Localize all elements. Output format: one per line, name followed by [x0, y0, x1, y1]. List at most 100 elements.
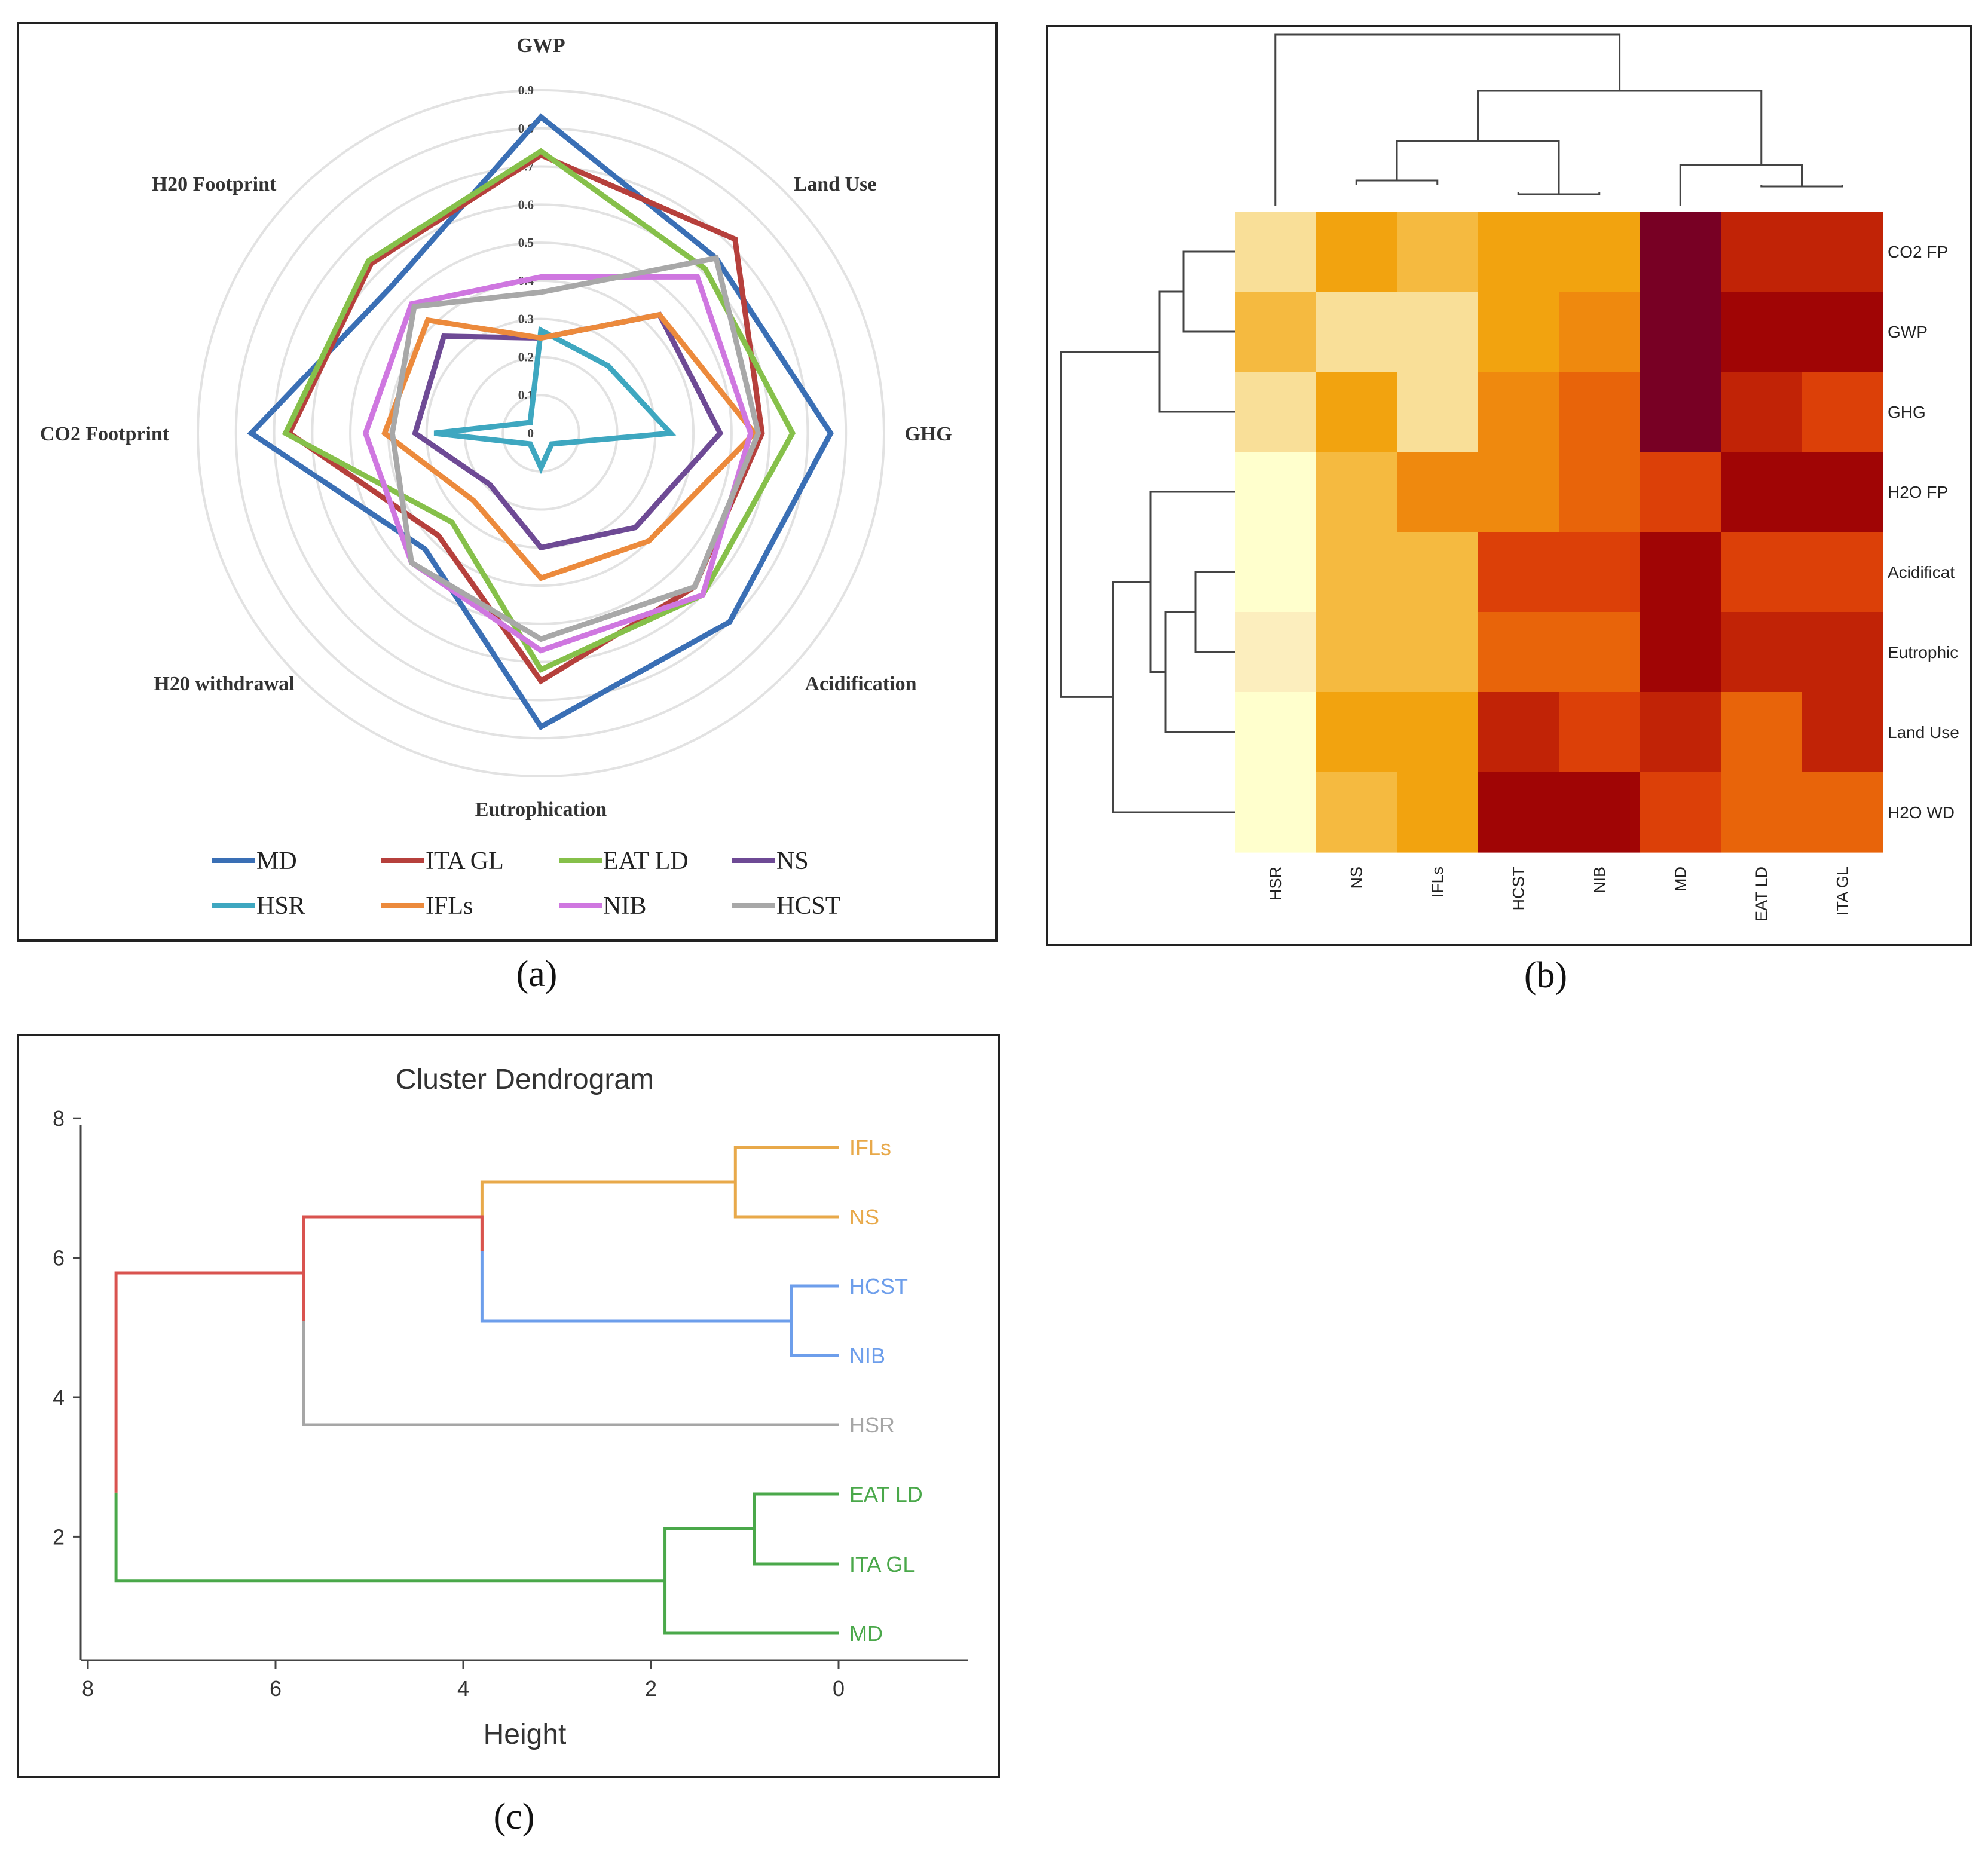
dendrogram-y-ticks: 8 6 4 2	[53, 1106, 81, 1549]
panel-c-frame	[17, 1034, 1000, 1778]
heatmap-cell-acidificat-eat-ld	[1721, 532, 1803, 613]
heatmap-cells	[1235, 212, 1883, 853]
heatmap-cell-gwp-md	[1640, 292, 1721, 372]
heatmap-cell-co2-fp-ifls	[1397, 212, 1479, 292]
heatmap-column-label-eat-ld: EAT LD	[1753, 867, 1770, 922]
leaf-label-hsr: HSR	[849, 1413, 895, 1437]
heatmap-row-label-h2o-wd: H2O WD	[1888, 803, 1955, 822]
heatmap-cell-eutrophic-hsr	[1235, 612, 1317, 693]
dendrogram-x-ticks: 8 6 4 2 0	[82, 1660, 845, 1701]
heatmap-cell-eutrophic-md	[1640, 612, 1721, 693]
radar-tick-label: 0.5	[518, 235, 534, 250]
y-tick-label-4: 4	[53, 1385, 65, 1410]
heatmap-cell-acidificat-md	[1640, 532, 1721, 613]
y-tick-label-2: 2	[53, 1524, 65, 1549]
x-tick-label-8: 8	[82, 1676, 94, 1701]
heatmap-row-label-co2-fp: CO2 FP	[1888, 243, 1948, 261]
heatmap-cell-co2-fp-hsr	[1235, 212, 1317, 292]
radar-tick-label: 0.9	[518, 83, 534, 97]
y-tick-label-6: 6	[53, 1246, 65, 1271]
heatmap-cell-h2o-fp-ita-gl	[1802, 452, 1883, 532]
heatmap-cell-land-use-hsr	[1235, 692, 1317, 773]
heatmap-row-label-h2o-fp: H2O FP	[1888, 483, 1948, 501]
legend-label-hcst: HCST	[776, 892, 840, 920]
radar-axis-label-acidification: Acidification	[805, 673, 917, 695]
heatmap-cell-ghg-ns	[1316, 372, 1397, 452]
heatmap-column-dendrogram	[1274, 33, 1843, 206]
dendrogram-x-label: Height	[484, 1719, 567, 1750]
legend-label-ita-gl: ITA GL	[426, 847, 504, 875]
heatmap-cell-gwp-ns	[1316, 292, 1397, 372]
heatmap-cell-co2-fp-md	[1640, 212, 1721, 292]
heatmap-cell-ghg-hsr	[1235, 372, 1317, 452]
heatmap-cell-h2o-wd-nib	[1559, 772, 1641, 853]
radar-series	[247, 113, 834, 731]
heatmap-cell-gwp-eat-ld	[1721, 292, 1803, 372]
panel-c: Cluster Dendrogram 8 6 4 2 8 6 4 2 0 Height IFL…	[17, 1034, 1000, 1778]
heatmap-cell-acidificat-ifls	[1397, 532, 1479, 613]
heatmap-row-label-gwp: GWP	[1888, 323, 1928, 341]
x-tick-label-6: 6	[270, 1676, 282, 1701]
radar-grid-ring	[311, 203, 771, 663]
row-dendrogram-link	[1060, 351, 1160, 698]
radar-tick-label: 0.2	[518, 350, 534, 364]
heatmap-cell-ghg-hcst	[1478, 372, 1559, 452]
leaf-label-hcst: HCST	[849, 1274, 908, 1299]
heatmap-cell-eutrophic-ns	[1316, 612, 1397, 693]
heatmap-cell-ghg-eat-ld	[1721, 372, 1803, 452]
heatmap-column-label-md: MD	[1671, 867, 1689, 892]
legend-label-ifls: IFLs	[426, 892, 473, 920]
heatmap-cell-h2o-wd-hsr	[1235, 772, 1317, 853]
heatmap-cell-gwp-hcst	[1478, 292, 1559, 372]
x-tick-label-0: 0	[833, 1676, 845, 1701]
heatmap-column-label-ifls: IFLs	[1429, 867, 1446, 898]
heatmap-cell-land-use-ifls	[1397, 692, 1479, 773]
heatmap-cell-co2-fp-ita-gl	[1802, 212, 1883, 292]
legend-label-eat-ld: EAT LD	[603, 847, 689, 875]
radar-axis-label-h20-footprint: H20 Footprint	[152, 173, 277, 195]
radar-tick-label: 0.6	[518, 197, 534, 212]
heatmap-cell-eutrophic-ifls	[1397, 612, 1479, 693]
heatmap-cell-h2o-wd-ifls	[1397, 772, 1479, 853]
leaf-label-md: MD	[849, 1621, 883, 1646]
heatmap-cell-h2o-fp-ifls	[1397, 452, 1479, 532]
radar-tick-label: 0.3	[518, 312, 534, 326]
heatmap-cell-h2o-wd-eat-ld	[1721, 772, 1803, 853]
radar-series-ita-gl	[286, 152, 765, 685]
heatmap-cell-land-use-ita-gl	[1802, 692, 1883, 773]
heatmap-cell-acidificat-ita-gl	[1802, 532, 1883, 613]
leaf-label-ifls: IFLs	[849, 1135, 891, 1160]
radar-tick-label: 0	[528, 426, 534, 440]
heatmap-cell-co2-fp-ns	[1316, 212, 1397, 292]
branch-red-upper	[302, 1215, 484, 1321]
heatmap-cell-h2o-fp-eat-ld	[1721, 452, 1803, 532]
radar-grid-ring	[197, 89, 885, 777]
branch-hsr	[302, 1321, 839, 1426]
heatmap-cell-ghg-ita-gl	[1802, 372, 1883, 452]
heatmap-row-label-eutrophic: Eutrophic	[1888, 643, 1958, 662]
leaf-label-ns: NS	[849, 1205, 879, 1229]
heatmap-cell-h2o-wd-ns	[1316, 772, 1397, 853]
radar-axis-label-ghg: GHG	[904, 423, 952, 445]
radar-legend: MD ITA GL EAT LD NS HSR IFLs NIB HCST	[212, 847, 840, 920]
radar-grid-ring	[349, 241, 733, 625]
heatmap-cell-eutrophic-nib	[1559, 612, 1641, 693]
heatmap-cell-land-use-ns	[1316, 692, 1397, 773]
heatmap-column-labels: HSR NS IFLs HCST NIB MD EAT LD ITA GL	[1267, 867, 1852, 922]
leaf-label-eat-ld: EAT LD	[849, 1482, 923, 1507]
radar-series-ifls	[381, 311, 759, 581]
column-dendrogram-link	[1679, 164, 1803, 206]
heatmap-column-label-hcst: HCST	[1509, 867, 1527, 911]
radar-series-ns	[412, 311, 724, 551]
heatmap-cell-ghg-nib	[1559, 372, 1641, 452]
heatmap-cell-h2o-wd-md	[1640, 772, 1721, 853]
column-dendrogram-link	[1274, 33, 1621, 206]
heatmap-cell-gwp-hsr	[1235, 292, 1317, 372]
heatmap-column-label-nib: NIB	[1591, 867, 1608, 893]
heatmap-cell-h2o-wd-ita-gl	[1802, 772, 1883, 853]
radar-axis-label-eutrophication: Eutrophication	[475, 798, 607, 821]
dendrogram-title: Cluster Dendrogram	[396, 1064, 654, 1095]
legend-label-hsr: HSR	[256, 892, 305, 920]
heatmap-cell-ghg-md	[1640, 372, 1721, 452]
